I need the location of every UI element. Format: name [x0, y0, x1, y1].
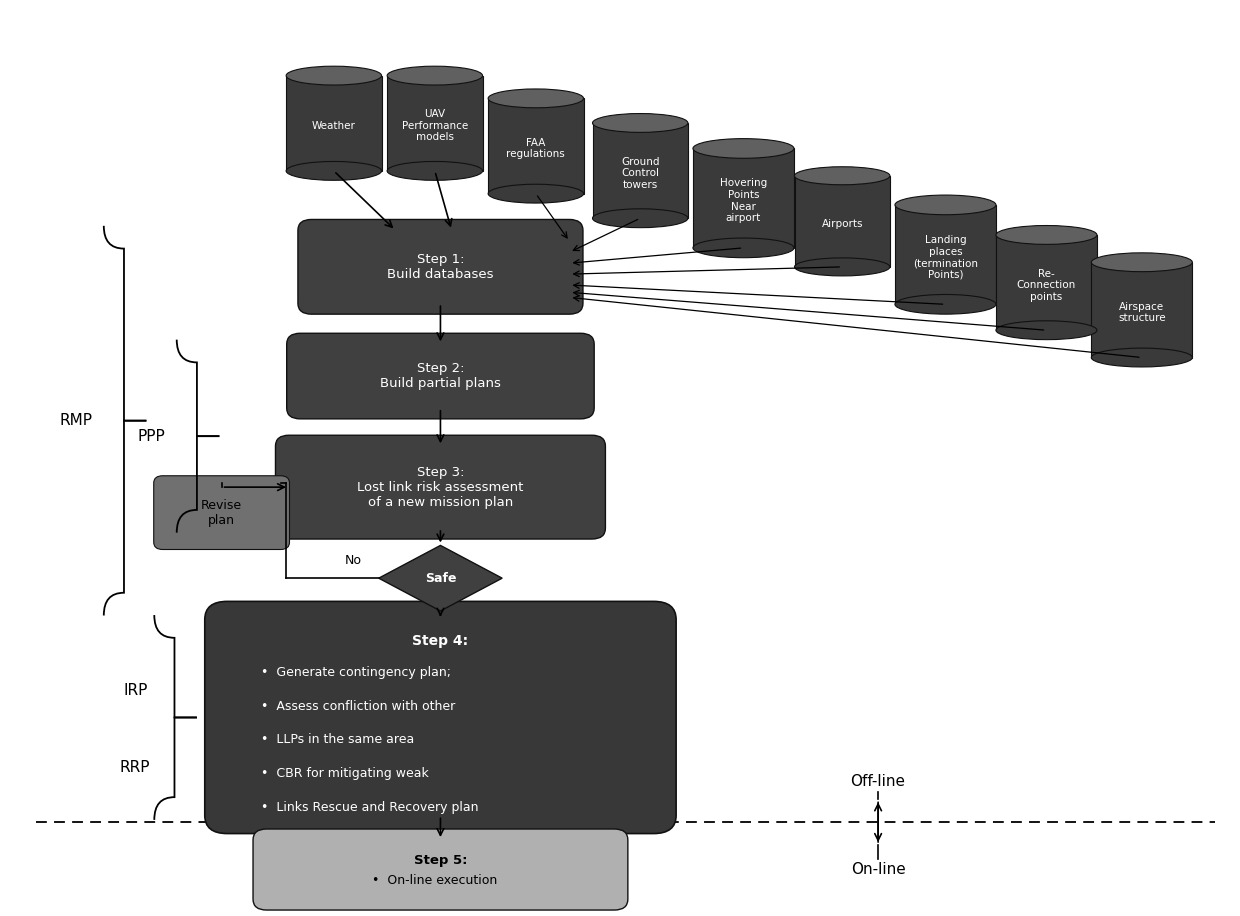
- Ellipse shape: [489, 184, 584, 203]
- Ellipse shape: [895, 294, 996, 314]
- Text: Revise
plan: Revise plan: [201, 498, 242, 527]
- Ellipse shape: [387, 161, 482, 180]
- Text: PPP: PPP: [138, 429, 165, 443]
- Bar: [387, 76, 482, 171]
- Text: On-line: On-line: [851, 862, 905, 877]
- Ellipse shape: [286, 66, 382, 85]
- Text: Step 4:: Step 4:: [413, 634, 469, 648]
- Text: •  CBR for mitigating weak: • CBR for mitigating weak: [260, 767, 429, 780]
- FancyBboxPatch shape: [275, 435, 605, 539]
- Text: RMP: RMP: [60, 413, 93, 428]
- FancyBboxPatch shape: [298, 220, 583, 314]
- Ellipse shape: [996, 225, 1097, 245]
- Ellipse shape: [593, 209, 688, 228]
- Text: RRP: RRP: [120, 760, 150, 775]
- Text: IRP: IRP: [123, 682, 148, 698]
- Ellipse shape: [693, 138, 794, 158]
- Ellipse shape: [795, 258, 890, 276]
- FancyBboxPatch shape: [253, 829, 627, 910]
- Text: UAV
Performance
models: UAV Performance models: [402, 109, 467, 143]
- Ellipse shape: [693, 238, 794, 257]
- FancyBboxPatch shape: [154, 475, 289, 550]
- Text: •  Links Rescue and Recovery plan: • Links Rescue and Recovery plan: [260, 801, 479, 813]
- Ellipse shape: [795, 167, 890, 185]
- Text: FAA
regulations: FAA regulations: [506, 137, 565, 159]
- Ellipse shape: [593, 114, 688, 133]
- Ellipse shape: [895, 195, 996, 214]
- Text: Airports: Airports: [821, 219, 863, 229]
- Text: Landing
places
(termination
Points): Landing places (termination Points): [913, 234, 978, 279]
- Ellipse shape: [996, 321, 1097, 340]
- Text: •  LLPs in the same area: • LLPs in the same area: [260, 734, 414, 747]
- Text: Airspace
structure: Airspace structure: [1118, 301, 1166, 323]
- Bar: [286, 76, 382, 171]
- Ellipse shape: [286, 161, 382, 180]
- Text: Weather: Weather: [312, 121, 356, 131]
- Ellipse shape: [1091, 253, 1193, 272]
- Bar: [489, 98, 584, 193]
- Text: Yes: Yes: [451, 618, 472, 631]
- Text: Ground
Control
towers: Ground Control towers: [621, 157, 660, 190]
- Bar: [693, 148, 794, 248]
- Text: Hovering
Points
Near
airport: Hovering Points Near airport: [719, 179, 768, 224]
- Text: Step 2:
Build partial plans: Step 2: Build partial plans: [379, 362, 501, 390]
- Text: •  On-line execution: • On-line execution: [372, 874, 497, 887]
- FancyBboxPatch shape: [205, 602, 676, 834]
- Polygon shape: [378, 545, 502, 611]
- Bar: [996, 234, 1097, 331]
- Text: Step 3:
Lost link risk assessment
of a new mission plan: Step 3: Lost link risk assessment of a n…: [357, 465, 523, 508]
- FancyBboxPatch shape: [286, 333, 594, 419]
- Ellipse shape: [1091, 348, 1193, 367]
- Bar: [1091, 262, 1193, 357]
- Text: Safe: Safe: [424, 572, 456, 584]
- Ellipse shape: [489, 89, 584, 108]
- Text: No: No: [345, 554, 362, 567]
- Ellipse shape: [387, 66, 482, 85]
- Text: Step 1:
Build databases: Step 1: Build databases: [387, 253, 494, 281]
- Bar: [593, 123, 688, 218]
- Bar: [795, 176, 890, 267]
- Text: •  Assess confliction with other: • Assess confliction with other: [260, 700, 455, 713]
- Text: Off-line: Off-line: [851, 774, 905, 789]
- Text: •  Generate contingency plan;: • Generate contingency plan;: [260, 666, 451, 679]
- Text: Step 5:: Step 5:: [414, 854, 467, 867]
- Text: Re-
Connection
points: Re- Connection points: [1017, 268, 1076, 301]
- Bar: [895, 205, 996, 304]
